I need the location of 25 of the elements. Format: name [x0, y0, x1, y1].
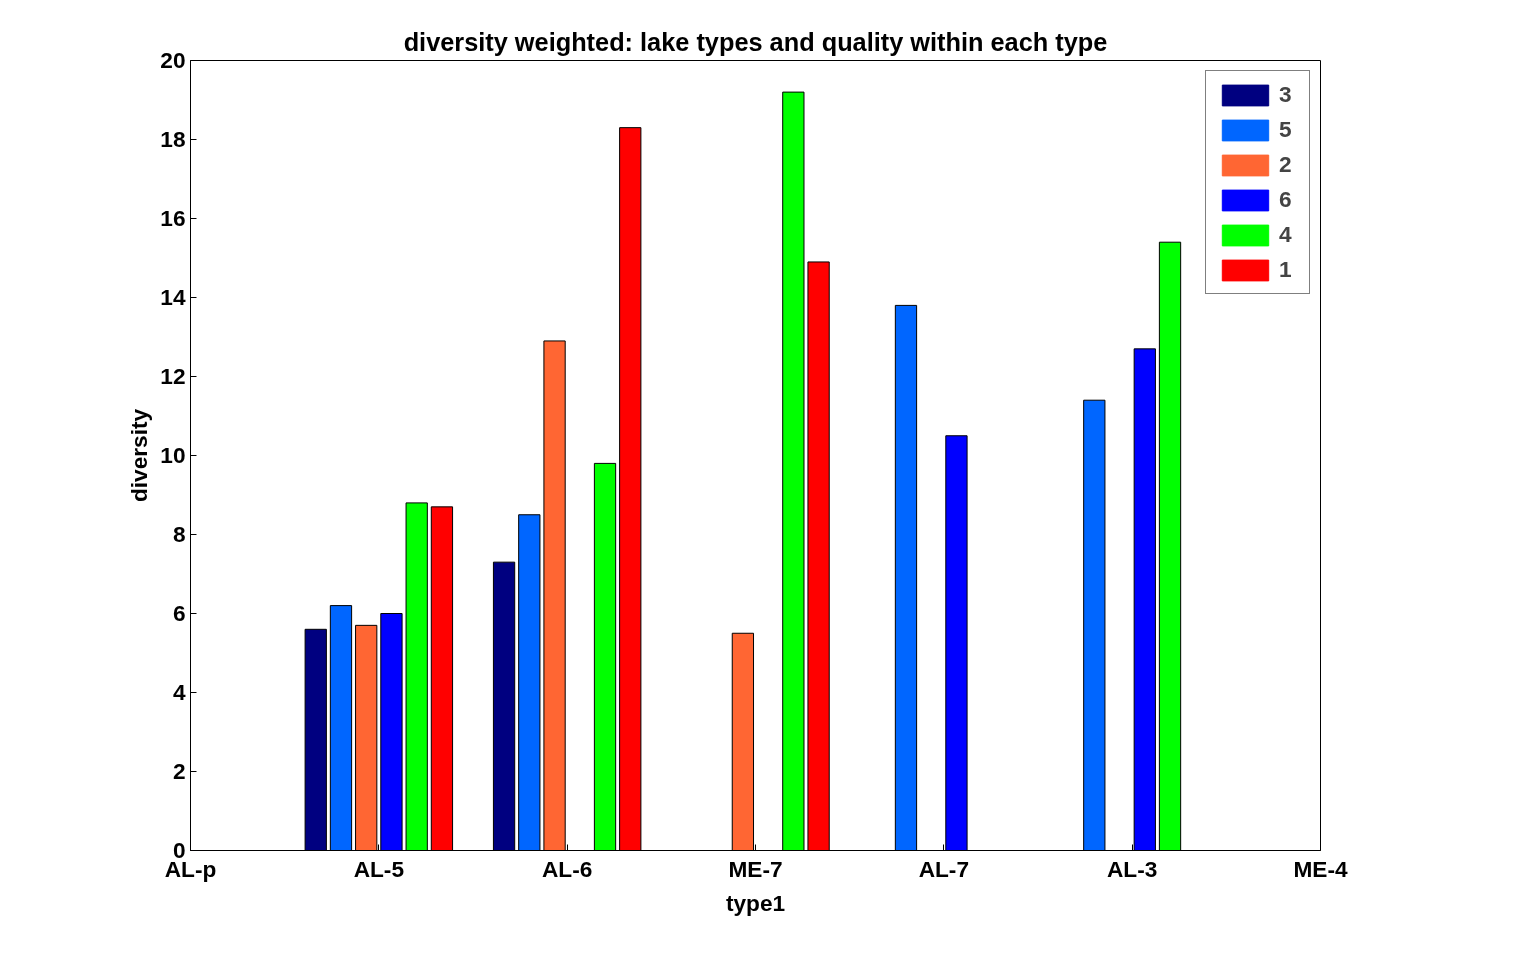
legend-label: 5	[1279, 116, 1293, 143]
legend-label: 6	[1279, 186, 1293, 213]
x-tick-label: AL-7	[918, 855, 970, 882]
x-axis-title: type1	[725, 889, 786, 916]
y-tick-label: 2	[172, 758, 186, 784]
x-tick-label: ME-7	[728, 855, 783, 882]
x-tick-label: ME-4	[1293, 855, 1348, 882]
x-tick-label: AL-3	[1106, 855, 1158, 882]
x-tick-label: AL-6	[541, 855, 593, 882]
y-tick-label: 18	[160, 126, 186, 152]
y-tick-label: 12	[160, 363, 186, 389]
legend-label: 2	[1279, 151, 1293, 178]
y-tick-label: 20	[160, 47, 186, 73]
y-tick-label: 14	[160, 284, 186, 310]
y-axis-title: diversity	[126, 408, 153, 503]
y-tick-label: 6	[172, 600, 186, 626]
y-tick-label: 8	[172, 521, 186, 547]
legend-label: 1	[1279, 256, 1293, 283]
y-tick-label: 4	[172, 679, 186, 705]
chart-title: diversity weighted: lake types and quality within each type	[403, 27, 1108, 56]
legend-label: 4	[1279, 221, 1293, 248]
y-tick-label: 16	[160, 205, 186, 231]
y-tick-label: 10	[160, 442, 186, 468]
x-tick-label: AL-5	[353, 855, 405, 882]
legend-label: 3	[1279, 81, 1293, 108]
